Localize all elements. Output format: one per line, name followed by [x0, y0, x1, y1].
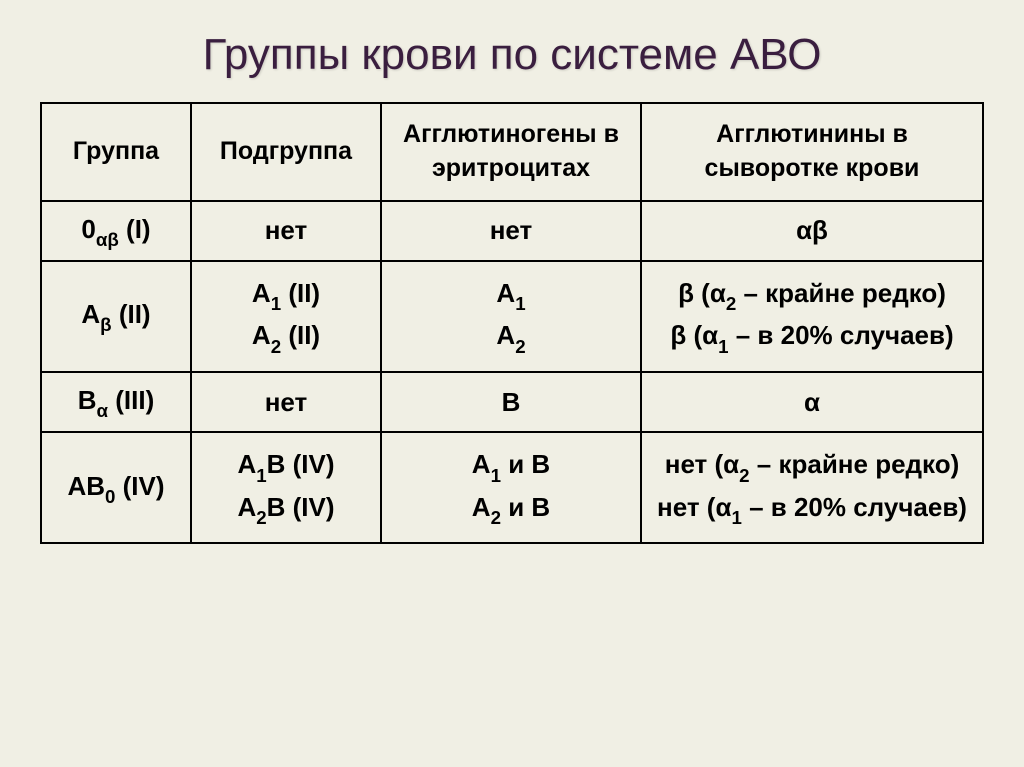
cell-group: AB0 (IV)	[41, 432, 191, 543]
cell-agglutinogens: A1 и ВA2 и В	[381, 432, 641, 543]
cell-agglutinogens: A1A2	[381, 261, 641, 372]
cell-subgroup: A1 (II)A2 (II)	[191, 261, 381, 372]
table-row: Bα (III)нетВα	[41, 372, 983, 432]
slide-title: Группы крови по системе АВО	[40, 30, 984, 80]
cell-subgroup: нет	[191, 201, 381, 261]
cell-agglutinogens: нет	[381, 201, 641, 261]
cell-subgroup: A1В (IV)A2В (IV)	[191, 432, 381, 543]
col-agglutinogens: Агглютиногены в эритроцитах	[381, 103, 641, 201]
cell-group: 0αβ (I)	[41, 201, 191, 261]
col-group: Группа	[41, 103, 191, 201]
cell-group: Bα (III)	[41, 372, 191, 432]
table-row: Aβ (II)A1 (II)A2 (II)A1A2β (α2 – крайне …	[41, 261, 983, 372]
table-body: 0αβ (I)нетнетαβAβ (II)A1 (II)A2 (II)A1A2…	[41, 201, 983, 544]
col-agglutinins: Агглютинины в сыворотке крови	[641, 103, 983, 201]
cell-subgroup: нет	[191, 372, 381, 432]
cell-agglutinins: нет (α2 – крайне редко)нет (α1 – в 20% с…	[641, 432, 983, 543]
slide: Группы крови по системе АВО Группа Подгр…	[0, 0, 1024, 767]
cell-agglutinins: β (α2 – крайне редко)β (α1 – в 20% случа…	[641, 261, 983, 372]
blood-groups-table: Группа Подгруппа Агглютиногены в эритроц…	[40, 102, 984, 544]
table-header-row: Группа Подгруппа Агглютиногены в эритроц…	[41, 103, 983, 201]
table-row: 0αβ (I)нетнетαβ	[41, 201, 983, 261]
table-row: AB0 (IV)A1В (IV)A2В (IV)A1 и ВA2 и Внет …	[41, 432, 983, 543]
cell-agglutinogens: В	[381, 372, 641, 432]
cell-agglutinins: αβ	[641, 201, 983, 261]
col-subgroup: Подгруппа	[191, 103, 381, 201]
cell-agglutinins: α	[641, 372, 983, 432]
cell-group: Aβ (II)	[41, 261, 191, 372]
